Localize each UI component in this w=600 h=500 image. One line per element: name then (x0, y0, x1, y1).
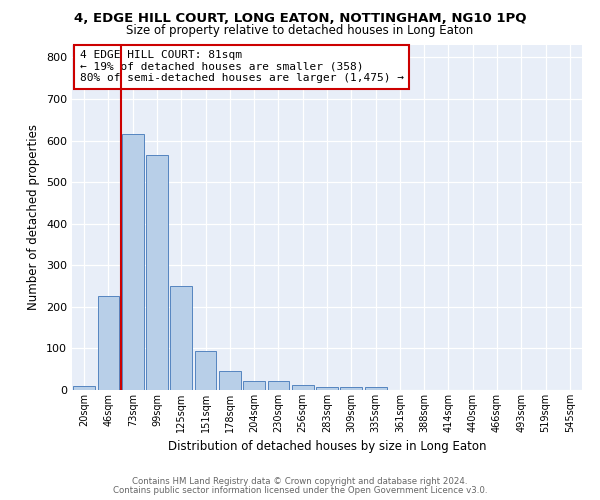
Bar (194, 350, 217, 390)
Bar (292, 385, 314, 390)
Bar (122, 134, 143, 390)
Bar (170, 286, 192, 390)
Text: Contains HM Land Registry data © Crown copyright and database right 2024.: Contains HM Land Registry data © Crown c… (132, 477, 468, 486)
X-axis label: Distribution of detached houses by size in Long Eaton: Distribution of detached houses by size … (168, 440, 486, 454)
Bar (146, 155, 168, 390)
Text: 4 EDGE HILL COURT: 81sqm
← 19% of detached houses are smaller (358)
80% of semi-: 4 EDGE HILL COURT: 81sqm ← 19% of detach… (80, 50, 404, 84)
Bar (268, 381, 289, 390)
Bar (219, 372, 241, 390)
Text: Contains public sector information licensed under the Open Government Licence v3: Contains public sector information licen… (113, 486, 487, 495)
Y-axis label: Number of detached properties: Number of detached properties (28, 124, 40, 310)
Bar (73, 386, 95, 390)
Text: 4, EDGE HILL COURT, LONG EATON, NOTTINGHAM, NG10 1PQ: 4, EDGE HILL COURT, LONG EATON, NOTTINGH… (74, 12, 526, 26)
Bar (340, 387, 362, 390)
Bar (316, 386, 338, 390)
Text: Size of property relative to detached houses in Long Eaton: Size of property relative to detached ho… (127, 24, 473, 37)
Bar (365, 386, 386, 390)
Bar (243, 381, 265, 390)
Bar (97, 296, 119, 390)
